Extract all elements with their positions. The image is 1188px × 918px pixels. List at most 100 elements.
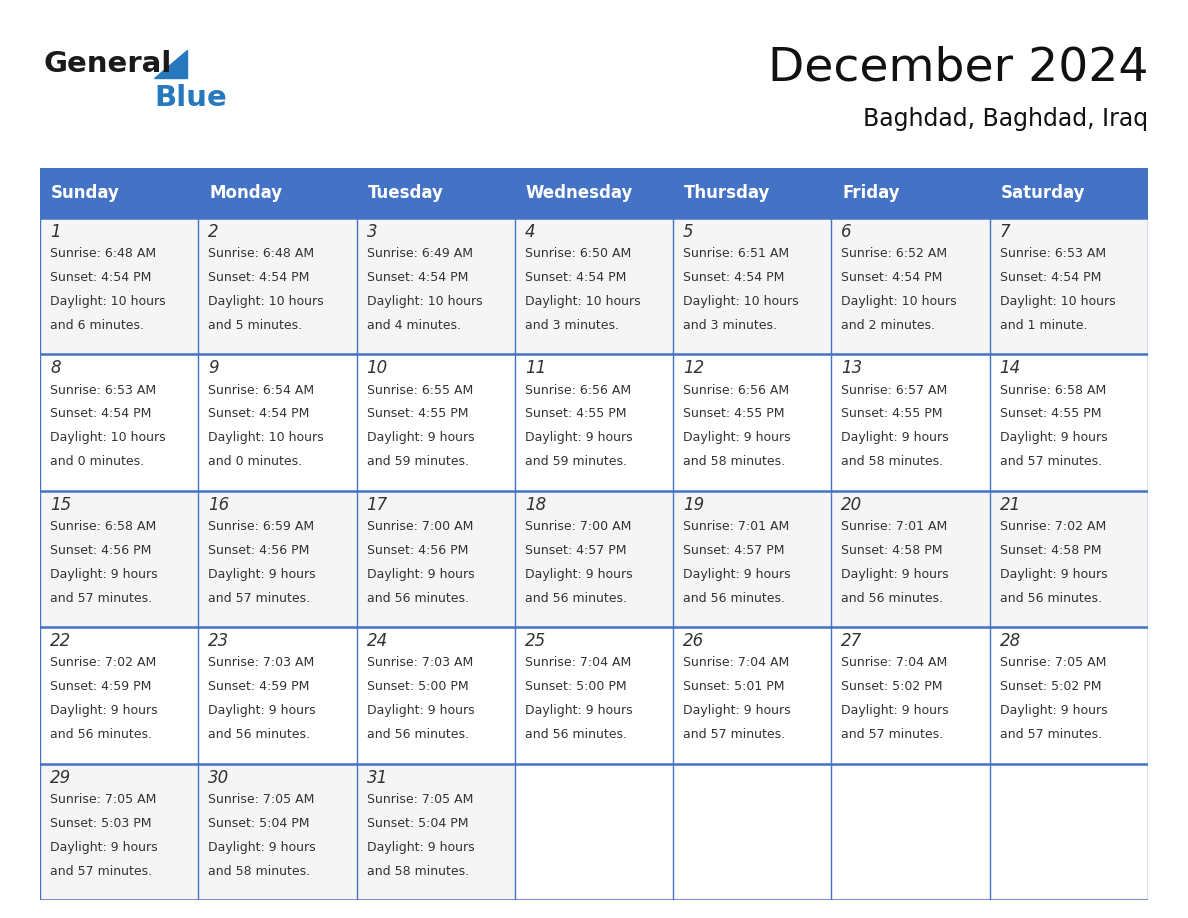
Text: Sunrise: 6:53 AM: Sunrise: 6:53 AM bbox=[999, 247, 1106, 260]
Text: 7: 7 bbox=[999, 223, 1010, 241]
Text: Sunrise: 6:58 AM: Sunrise: 6:58 AM bbox=[50, 520, 157, 533]
Text: Daylight: 10 hours: Daylight: 10 hours bbox=[999, 295, 1116, 308]
Text: Sunset: 4:56 PM: Sunset: 4:56 PM bbox=[367, 543, 468, 557]
Text: and 57 minutes.: and 57 minutes. bbox=[999, 455, 1101, 468]
Bar bbox=[198, 627, 356, 764]
Text: Daylight: 9 hours: Daylight: 9 hours bbox=[525, 567, 632, 581]
Text: Baghdad, Baghdad, Iraq: Baghdad, Baghdad, Iraq bbox=[862, 107, 1148, 131]
Text: Sunrise: 6:56 AM: Sunrise: 6:56 AM bbox=[683, 384, 789, 397]
Text: 15: 15 bbox=[50, 496, 71, 514]
Text: Sunset: 5:01 PM: Sunset: 5:01 PM bbox=[683, 680, 784, 693]
Text: Daylight: 9 hours: Daylight: 9 hours bbox=[683, 567, 791, 581]
Text: Daylight: 10 hours: Daylight: 10 hours bbox=[208, 431, 324, 444]
Text: and 59 minutes.: and 59 minutes. bbox=[367, 455, 468, 468]
Text: Sunset: 4:57 PM: Sunset: 4:57 PM bbox=[525, 543, 626, 557]
Bar bbox=[356, 490, 514, 627]
Text: and 2 minutes.: and 2 minutes. bbox=[841, 319, 935, 331]
Text: Saturday: Saturday bbox=[1000, 184, 1086, 202]
Text: Sunset: 5:04 PM: Sunset: 5:04 PM bbox=[367, 817, 468, 830]
Text: Sunrise: 7:02 AM: Sunrise: 7:02 AM bbox=[999, 520, 1106, 533]
Text: Thursday: Thursday bbox=[684, 184, 771, 202]
Text: and 56 minutes.: and 56 minutes. bbox=[367, 591, 468, 605]
Text: and 58 minutes.: and 58 minutes. bbox=[367, 865, 469, 878]
Text: and 59 minutes.: and 59 minutes. bbox=[525, 455, 627, 468]
Text: Friday: Friday bbox=[842, 184, 901, 202]
Text: 22: 22 bbox=[50, 633, 71, 650]
Text: Daylight: 10 hours: Daylight: 10 hours bbox=[50, 431, 165, 444]
Text: Sunset: 4:54 PM: Sunset: 4:54 PM bbox=[367, 271, 468, 284]
Text: and 5 minutes.: and 5 minutes. bbox=[208, 319, 303, 331]
Bar bbox=[356, 354, 514, 490]
Text: Sunset: 4:58 PM: Sunset: 4:58 PM bbox=[999, 543, 1101, 557]
Text: Daylight: 9 hours: Daylight: 9 hours bbox=[683, 431, 791, 444]
Bar bbox=[40, 627, 198, 764]
Text: 17: 17 bbox=[367, 496, 387, 514]
Text: Daylight: 9 hours: Daylight: 9 hours bbox=[999, 431, 1107, 444]
Text: Daylight: 9 hours: Daylight: 9 hours bbox=[50, 704, 158, 717]
Text: Sunrise: 7:01 AM: Sunrise: 7:01 AM bbox=[683, 520, 789, 533]
Bar bbox=[832, 627, 990, 764]
Text: Daylight: 9 hours: Daylight: 9 hours bbox=[208, 841, 316, 854]
Text: Daylight: 9 hours: Daylight: 9 hours bbox=[841, 431, 949, 444]
Text: Sunset: 4:54 PM: Sunset: 4:54 PM bbox=[50, 271, 151, 284]
Text: Sunset: 4:55 PM: Sunset: 4:55 PM bbox=[841, 408, 943, 420]
Text: and 57 minutes.: and 57 minutes. bbox=[841, 728, 943, 741]
Bar bbox=[990, 218, 1148, 354]
Text: Tuesday: Tuesday bbox=[367, 184, 443, 202]
Text: Sunset: 5:04 PM: Sunset: 5:04 PM bbox=[208, 817, 310, 830]
Text: and 56 minutes.: and 56 minutes. bbox=[525, 591, 627, 605]
Text: Sunrise: 6:51 AM: Sunrise: 6:51 AM bbox=[683, 247, 789, 260]
Text: 20: 20 bbox=[841, 496, 862, 514]
Bar bbox=[990, 627, 1148, 764]
Text: Daylight: 9 hours: Daylight: 9 hours bbox=[525, 431, 632, 444]
Text: 14: 14 bbox=[999, 359, 1020, 377]
Text: Sunrise: 6:58 AM: Sunrise: 6:58 AM bbox=[999, 384, 1106, 397]
Text: and 57 minutes.: and 57 minutes. bbox=[683, 728, 785, 741]
Bar bbox=[356, 218, 514, 354]
Text: and 3 minutes.: and 3 minutes. bbox=[525, 319, 619, 331]
Text: Sunrise: 7:05 AM: Sunrise: 7:05 AM bbox=[50, 793, 157, 806]
Text: and 56 minutes.: and 56 minutes. bbox=[683, 591, 785, 605]
Text: 25: 25 bbox=[525, 633, 546, 650]
Bar bbox=[198, 764, 356, 900]
Text: and 58 minutes.: and 58 minutes. bbox=[208, 865, 310, 878]
Text: 23: 23 bbox=[208, 633, 229, 650]
Text: and 56 minutes.: and 56 minutes. bbox=[367, 728, 468, 741]
Text: Sunday: Sunday bbox=[51, 184, 120, 202]
Text: 29: 29 bbox=[50, 768, 71, 787]
Text: Sunrise: 7:01 AM: Sunrise: 7:01 AM bbox=[841, 520, 948, 533]
Text: Daylight: 9 hours: Daylight: 9 hours bbox=[525, 704, 632, 717]
Text: General: General bbox=[44, 50, 172, 78]
Text: Sunrise: 6:53 AM: Sunrise: 6:53 AM bbox=[50, 384, 156, 397]
Text: 28: 28 bbox=[999, 633, 1020, 650]
Text: and 56 minutes.: and 56 minutes. bbox=[50, 728, 152, 741]
Bar bbox=[514, 764, 674, 900]
Text: Sunset: 5:00 PM: Sunset: 5:00 PM bbox=[525, 680, 626, 693]
Bar bbox=[514, 354, 674, 490]
Text: Daylight: 10 hours: Daylight: 10 hours bbox=[683, 295, 798, 308]
Text: 11: 11 bbox=[525, 359, 546, 377]
Bar bbox=[356, 168, 514, 218]
Text: 5: 5 bbox=[683, 223, 694, 241]
Text: Daylight: 9 hours: Daylight: 9 hours bbox=[208, 567, 316, 581]
Text: Sunset: 4:54 PM: Sunset: 4:54 PM bbox=[683, 271, 784, 284]
Text: Daylight: 9 hours: Daylight: 9 hours bbox=[50, 567, 158, 581]
Text: Daylight: 9 hours: Daylight: 9 hours bbox=[50, 841, 158, 854]
Text: Sunset: 4:56 PM: Sunset: 4:56 PM bbox=[50, 543, 151, 557]
Bar bbox=[674, 218, 832, 354]
Text: Sunrise: 6:48 AM: Sunrise: 6:48 AM bbox=[50, 247, 156, 260]
Text: Sunset: 4:55 PM: Sunset: 4:55 PM bbox=[999, 408, 1101, 420]
Text: Sunset: 4:59 PM: Sunset: 4:59 PM bbox=[208, 680, 310, 693]
Bar bbox=[674, 168, 832, 218]
Bar bbox=[198, 354, 356, 490]
Bar bbox=[674, 627, 832, 764]
Text: Sunset: 5:03 PM: Sunset: 5:03 PM bbox=[50, 817, 152, 830]
Bar bbox=[990, 168, 1148, 218]
Text: 27: 27 bbox=[841, 633, 862, 650]
Text: and 58 minutes.: and 58 minutes. bbox=[683, 455, 785, 468]
Text: Sunrise: 6:52 AM: Sunrise: 6:52 AM bbox=[841, 247, 948, 260]
Text: Sunset: 5:02 PM: Sunset: 5:02 PM bbox=[999, 680, 1101, 693]
Text: Daylight: 9 hours: Daylight: 9 hours bbox=[367, 841, 474, 854]
Bar bbox=[514, 218, 674, 354]
Text: and 1 minute.: and 1 minute. bbox=[999, 319, 1087, 331]
